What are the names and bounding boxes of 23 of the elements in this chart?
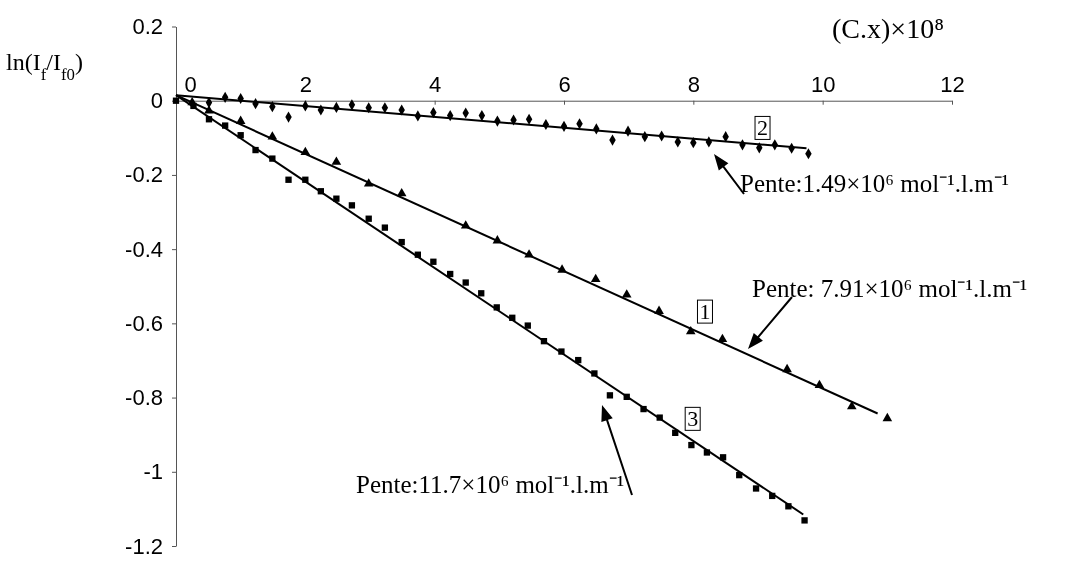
x-tick-label: 4 bbox=[429, 72, 442, 98]
annotation: Pente:1.49×10⁶ mol⁻¹.l.m⁻¹ bbox=[740, 170, 1010, 197]
x-axis-title: (C.x)×10⁸ bbox=[832, 13, 944, 44]
x-tick-label: 10 bbox=[810, 72, 836, 98]
y-tick-label: -0.8 bbox=[125, 385, 163, 411]
y-axis-title: ln(I$_{f}$/I$_{f0}$) bbox=[6, 49, 83, 84]
x-tick-label: 8 bbox=[687, 72, 700, 98]
annotation: 1 bbox=[699, 299, 711, 325]
annotation: Pente: 7.91×10⁶ mol⁻¹.l.m⁻¹ bbox=[752, 275, 1028, 302]
y-tick-label: 0 bbox=[150, 88, 163, 114]
annotation: 2 bbox=[757, 115, 769, 141]
y-tick-label: -0.6 bbox=[125, 310, 163, 336]
y-tick-label: -1.2 bbox=[125, 533, 163, 559]
y-tick-label: 0.2 bbox=[132, 14, 163, 40]
y-tick-label: -0.2 bbox=[125, 162, 163, 188]
x-tick-label: 2 bbox=[299, 72, 312, 98]
y-tick-label: -0.4 bbox=[125, 236, 163, 262]
y-tick-label: -1 bbox=[143, 459, 163, 485]
x-tick-label: 12 bbox=[940, 72, 965, 98]
annotation: Pente:11.7×10⁶ mol⁻¹.l.m⁻¹ bbox=[356, 471, 625, 498]
annotation: 3 bbox=[687, 406, 699, 432]
x-tick-label: 6 bbox=[558, 72, 571, 98]
x-tick-label: 0 bbox=[184, 72, 197, 98]
